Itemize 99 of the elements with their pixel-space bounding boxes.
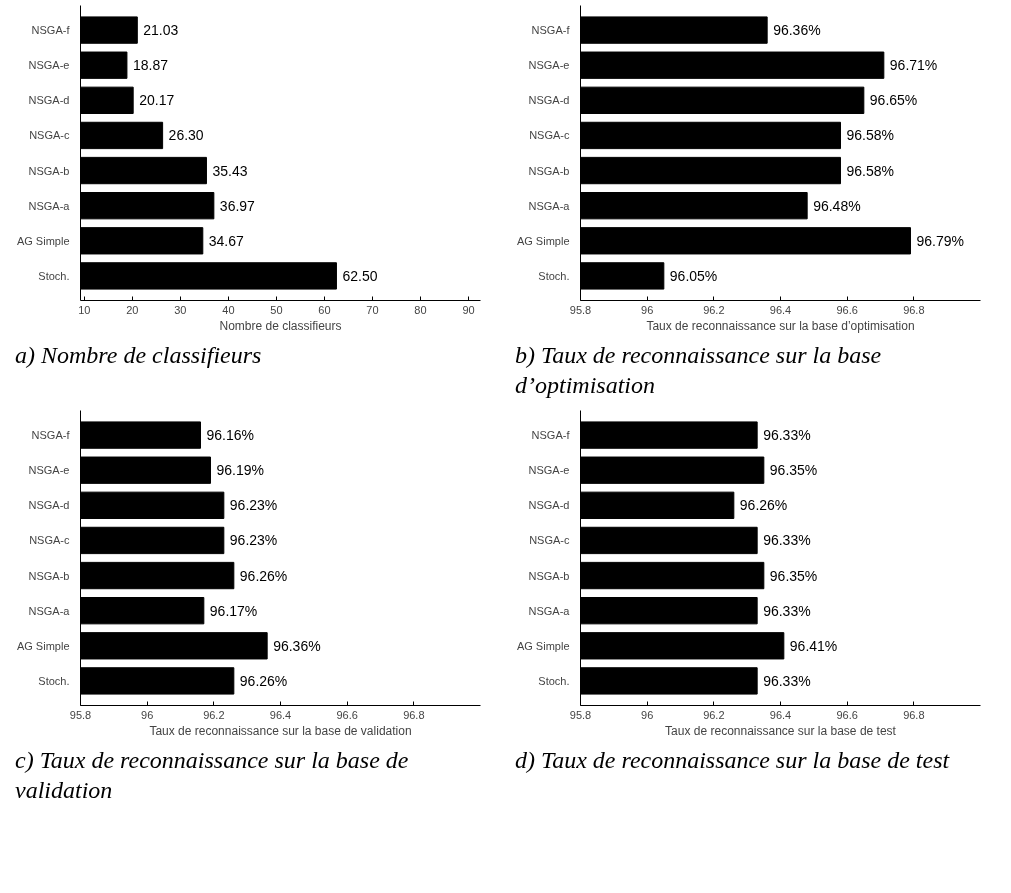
y-tick-label: NSGA-f	[31, 24, 71, 37]
y-tick-label: NSGA-d	[28, 94, 70, 107]
x-tick-label: 50	[270, 303, 283, 316]
x-tick-label: 96	[641, 303, 654, 316]
x-tick-label: 20	[126, 303, 139, 316]
data-label: 96.58%	[846, 127, 894, 144]
x-tick-label: 30	[174, 303, 187, 316]
y-tick-label: NSGA-a	[28, 199, 71, 212]
x-axis-title: Taux de reconnaissance sur la base de test	[665, 723, 897, 738]
data-label: 96.71%	[889, 57, 938, 74]
y-tick-label: Stoch.	[538, 269, 570, 282]
data-label: 96.26%	[239, 672, 288, 689]
y-tick-label: NSGA-f	[531, 24, 571, 37]
y-tick-label: NSGA-c	[29, 129, 70, 142]
y-tick-label: NSGA-b	[28, 569, 70, 582]
y-tick-label: Stoch.	[538, 674, 570, 687]
y-tick-label: NSGA-b	[528, 569, 570, 582]
data-label: 62.50	[342, 267, 378, 284]
data-label: 96.33%	[763, 672, 811, 689]
x-axis-title: Nombre de classifieurs	[219, 318, 342, 333]
data-label: 96.26%	[239, 567, 288, 584]
data-label: 96.33%	[763, 602, 811, 619]
y-tick-label: AG Simple	[16, 639, 70, 652]
x-tick-label: 95.8	[569, 303, 592, 316]
y-tick-label: NSGA-e	[28, 59, 70, 72]
x-tick-label: 96	[141, 708, 154, 721]
data-label: 34.67	[208, 232, 245, 249]
x-tick-label: 96.6	[836, 708, 858, 721]
data-label: 36.97	[219, 197, 256, 214]
y-tick-label: NSGA-c	[29, 534, 70, 547]
x-tick-label: 96.4	[269, 708, 292, 721]
y-tick-label: Stoch.	[38, 269, 70, 282]
text: b) Taux de reconnaissance sur la base d’optimisation	[515, 341, 883, 400]
text: a) Nombre de classifieurs	[15, 341, 262, 370]
y-tick-label: NSGA-a	[28, 604, 71, 617]
y-tick-label: NSGA-c	[529, 129, 570, 142]
data-label: 96.48%	[813, 197, 861, 214]
y-tick-label: NSGA-b	[528, 164, 570, 177]
x-axis-title: Taux de reconnaissance sur la base de validation	[149, 723, 412, 738]
x-tick-label: 96.8	[903, 303, 925, 316]
text: d) Taux de reconnaissance sur la base de test	[515, 746, 950, 775]
y-tick-label: NSGA-a	[528, 604, 571, 617]
y-tick-label: NSGA-a	[528, 199, 571, 212]
y-tick-label: NSGA-d	[528, 94, 570, 107]
data-label: 96.36%	[273, 637, 321, 654]
y-tick-label: NSGA-c	[529, 534, 570, 547]
data-label: 96.58%	[846, 162, 894, 179]
y-tick-label: NSGA-e	[528, 59, 570, 72]
x-tick-label: 95.8	[569, 708, 592, 721]
data-label: 96.05%	[669, 267, 718, 284]
x-tick-label: 96.4	[769, 708, 792, 721]
x-tick-label: 80	[414, 303, 427, 316]
x-tick-label: 96	[641, 708, 654, 721]
data-label: 96.23%	[229, 497, 278, 514]
x-tick-label: 60	[318, 303, 331, 316]
y-tick-label: AG Simple	[516, 639, 570, 652]
y-tick-label: NSGA-e	[528, 464, 570, 477]
data-label: 96.36%	[773, 22, 821, 39]
data-label: 35.43	[212, 162, 248, 179]
y-tick-label: AG Simple	[516, 234, 570, 247]
data-label: 96.26%	[739, 497, 788, 514]
data-label: 21.03	[143, 22, 179, 39]
x-tick-label: 70	[366, 303, 379, 316]
y-tick-label: NSGA-f	[531, 429, 571, 442]
data-label: 96.33%	[763, 532, 811, 549]
data-label: 96.16%	[206, 427, 254, 444]
data-label: 18.87	[132, 57, 169, 74]
x-tick-label: 96.6	[836, 303, 858, 316]
data-label: 96.23%	[229, 532, 278, 549]
x-tick-label: 40	[222, 303, 235, 316]
y-tick-label: NSGA-e	[28, 464, 70, 477]
data-label: 96.35%	[769, 462, 818, 479]
data-label: 96.19%	[216, 462, 264, 479]
x-tick-label: 96.2	[203, 708, 225, 721]
y-tick-label: Stoch.	[38, 674, 70, 687]
data-label: 96.17%	[209, 602, 258, 619]
text: c) Taux de reconnaissance sur la base de validation	[15, 746, 410, 805]
y-tick-label: NSGA-d	[28, 499, 70, 512]
data-label: 96.41%	[789, 637, 838, 654]
x-tick-label: 96.8	[903, 708, 925, 721]
x-tick-label: 96.4	[769, 303, 792, 316]
x-tick-label: 96.6	[336, 708, 358, 721]
data-label: 20.17	[139, 92, 175, 109]
data-label: 26.30	[168, 127, 204, 144]
x-tick-label: 96.8	[403, 708, 425, 721]
data-label: 96.33%	[763, 427, 811, 444]
x-tick-label: 96.2	[703, 303, 725, 316]
y-tick-label: NSGA-d	[528, 499, 570, 512]
x-axis-title: Taux de reconnaissance sur la base d’optimisation	[646, 318, 915, 333]
data-label: 96.79%	[916, 232, 964, 249]
y-tick-label: AG Simple	[16, 234, 70, 247]
y-tick-label: NSGA-f	[31, 429, 71, 442]
y-tick-label: NSGA-b	[28, 164, 70, 177]
x-tick-label: 96.2	[703, 708, 725, 721]
x-tick-label: 95.8	[69, 708, 92, 721]
data-label: 96.35%	[769, 567, 818, 584]
x-tick-label: 90	[462, 303, 475, 316]
data-label: 96.65%	[869, 92, 918, 109]
x-tick-label: 10	[78, 303, 91, 316]
